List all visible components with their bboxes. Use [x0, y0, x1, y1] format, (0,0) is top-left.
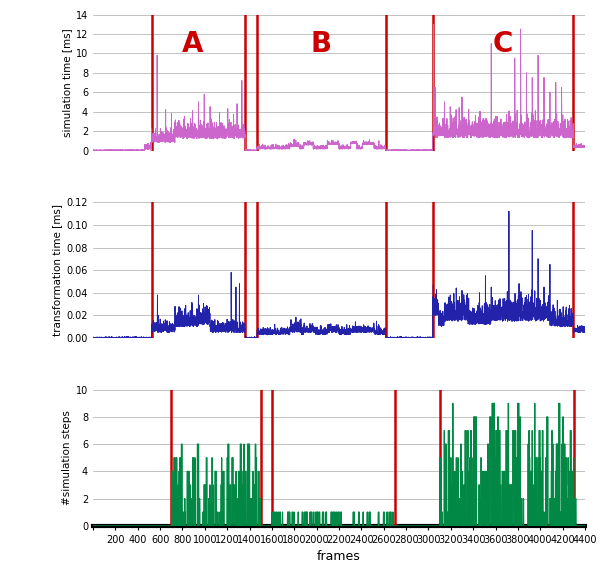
- Y-axis label: transformation time [ms]: transformation time [ms]: [52, 204, 62, 336]
- Y-axis label: #simulation steps: #simulation steps: [62, 410, 72, 505]
- Text: C: C: [493, 30, 513, 58]
- Text: B: B: [311, 30, 332, 58]
- Y-axis label: simulation time [ms]: simulation time [ms]: [62, 28, 71, 137]
- X-axis label: frames: frames: [317, 550, 361, 564]
- Text: A: A: [182, 30, 203, 58]
